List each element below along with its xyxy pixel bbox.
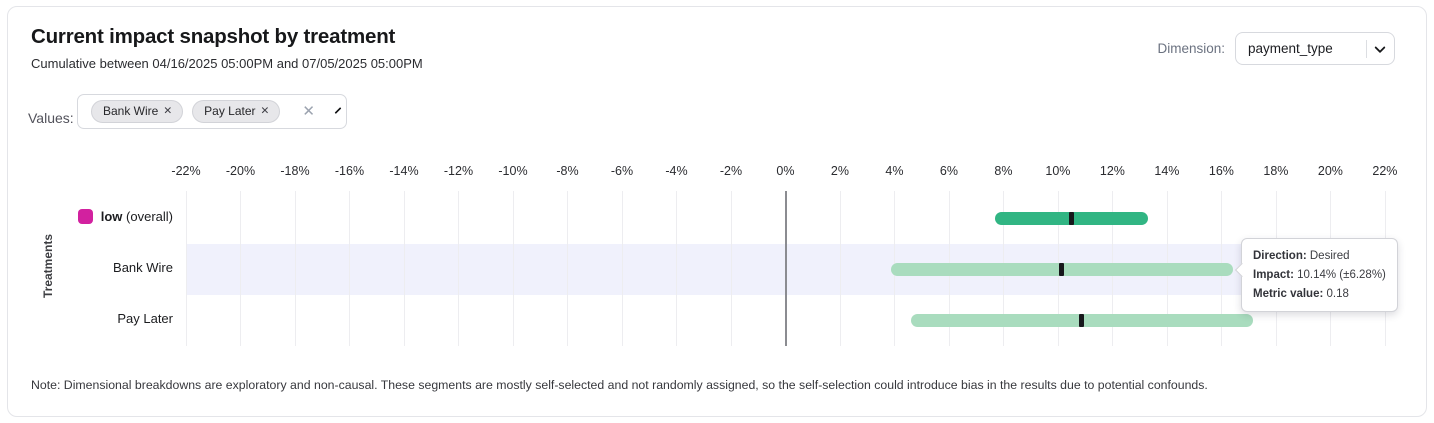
value-chip[interactable]: Bank Wire ✕ bbox=[91, 100, 184, 123]
date-range-subtitle: Cumulative between 04/16/2025 05:00PM an… bbox=[31, 56, 423, 71]
tooltip-impact: Impact: 10.14% (±6.28%) bbox=[1253, 269, 1386, 281]
gridline bbox=[240, 191, 242, 346]
x-tick-label: -6% bbox=[610, 164, 634, 178]
x-tick-label: -10% bbox=[498, 164, 528, 178]
x-tick-label: 16% bbox=[1208, 164, 1234, 178]
chip-remove-icon[interactable]: ✕ bbox=[163, 105, 173, 117]
hover-tooltip: Direction: Desired Impact: 10.14% (±6.28… bbox=[1234, 238, 1398, 312]
gridline bbox=[294, 191, 296, 346]
gridline bbox=[621, 191, 623, 346]
tooltip-metric-value: Metric value: 0.18 bbox=[1253, 288, 1349, 300]
chip-label: Bank Wire bbox=[103, 104, 159, 118]
impact-chart: Treatments -22% -20% -18% -16% -14% -12% -10% -… bbox=[8, 7, 1426, 416]
gridline bbox=[186, 191, 187, 346]
gridline bbox=[676, 191, 678, 346]
treatment-row-label: Bank Wire bbox=[113, 260, 173, 275]
x-tick-label: 18% bbox=[1263, 164, 1289, 178]
impact-snapshot-card: Current impact snapshot by treatment Cum… bbox=[7, 6, 1427, 417]
x-tick-label: -20% bbox=[225, 164, 256, 178]
gridline bbox=[512, 191, 514, 346]
gridline bbox=[567, 191, 569, 346]
legend-swatch bbox=[77, 209, 93, 224]
row-label-bold: low bbox=[100, 209, 123, 224]
x-tick-label: -18% bbox=[280, 164, 310, 178]
x-tick-label: -12% bbox=[443, 164, 474, 178]
values-label: Values: bbox=[28, 110, 74, 126]
value-chip[interactable]: Pay Later ✕ bbox=[192, 100, 281, 123]
x-tick-label: -16% bbox=[334, 164, 365, 178]
x-tick-label: 10% bbox=[1045, 164, 1071, 178]
impact-point-marker bbox=[1069, 211, 1075, 225]
gridline bbox=[730, 191, 732, 346]
x-tick-label: -8% bbox=[556, 164, 579, 178]
x-tick-label: 6% bbox=[939, 164, 958, 178]
clear-selection-icon[interactable]: ✕ bbox=[302, 103, 315, 120]
impact-point-marker bbox=[1078, 313, 1084, 327]
x-tick-label: 12% bbox=[1099, 164, 1125, 178]
values-multiselect[interactable]: Bank Wire ✕ Pay Later ✕ ✕ bbox=[77, 94, 347, 129]
gridline bbox=[349, 191, 351, 346]
gridline bbox=[458, 191, 460, 346]
page-title: Current impact snapshot by treatment bbox=[31, 25, 396, 48]
x-tick-label: -14% bbox=[389, 164, 419, 178]
x-tick-label: 20% bbox=[1317, 164, 1343, 178]
x-tick-label: 4% bbox=[885, 164, 904, 178]
dimension-select[interactable]: payment_type bbox=[1235, 32, 1395, 65]
x-tick-label: -2% bbox=[719, 164, 743, 178]
selected-value-chips: Bank Wire ✕ Pay Later ✕ bbox=[91, 100, 281, 123]
x-tick-label: -4% bbox=[665, 164, 688, 178]
gridline bbox=[839, 191, 841, 346]
chip-label: Pay Later bbox=[204, 104, 256, 118]
dimension-selected-value: payment_type bbox=[1248, 41, 1333, 56]
select-divider bbox=[1366, 39, 1367, 58]
x-tick-label: 2% bbox=[830, 164, 849, 178]
x-tick-label: 14% bbox=[1154, 164, 1180, 178]
treatment-row-label: Pay Later bbox=[117, 311, 173, 326]
x-tick-label: 8% bbox=[994, 164, 1013, 178]
x-tick-label: -22% bbox=[171, 164, 201, 178]
tooltip-direction: Direction: Desired bbox=[1253, 250, 1350, 262]
dimension-label: Dimension: bbox=[1157, 41, 1225, 56]
chip-remove-icon[interactable]: ✕ bbox=[260, 105, 270, 117]
x-tick-label: 0% bbox=[776, 164, 795, 178]
impact-point-marker bbox=[1059, 262, 1065, 276]
x-tick-label: 22% bbox=[1372, 164, 1398, 178]
footnote: Note: Dimensional breakdowns are explora… bbox=[31, 378, 1208, 392]
zero-axis-line bbox=[785, 191, 787, 346]
gridline bbox=[403, 191, 405, 346]
treatment-row-label: low (overall) bbox=[8, 209, 173, 224]
dimension-control: Dimension: payment_type bbox=[1157, 32, 1395, 65]
